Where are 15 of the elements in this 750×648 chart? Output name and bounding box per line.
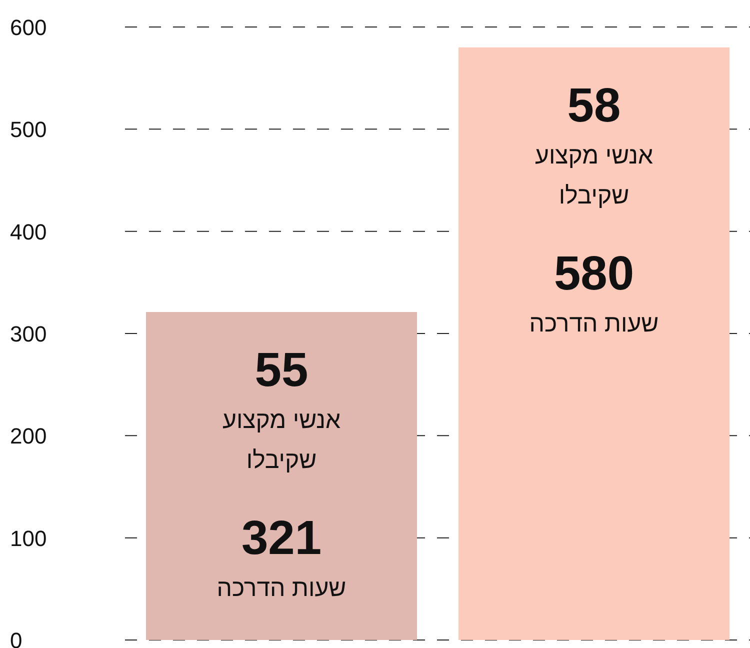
y-tick-label: 500	[10, 117, 47, 142]
annotation: שעות הדרכה	[529, 310, 659, 338]
y-tick-label: 0	[10, 628, 22, 648]
annotation: אנשי מקצוע שקיבלו	[222, 407, 341, 474]
annotation: שעות הדרכה	[216, 575, 346, 602]
y-tick-label: 200	[10, 424, 47, 449]
annotation: 55	[254, 344, 308, 398]
y-tick-label: 600	[10, 15, 47, 40]
y-tick-label: 300	[10, 322, 47, 346]
data-label: 580	[554, 247, 634, 300]
annotation: אנשי מקצוע שקיבלו	[534, 142, 654, 210]
y-tick-label: 400	[10, 219, 47, 244]
annotation: 58	[567, 79, 621, 132]
data-label: 321	[241, 512, 322, 566]
y-tick-label: 100	[10, 526, 47, 551]
